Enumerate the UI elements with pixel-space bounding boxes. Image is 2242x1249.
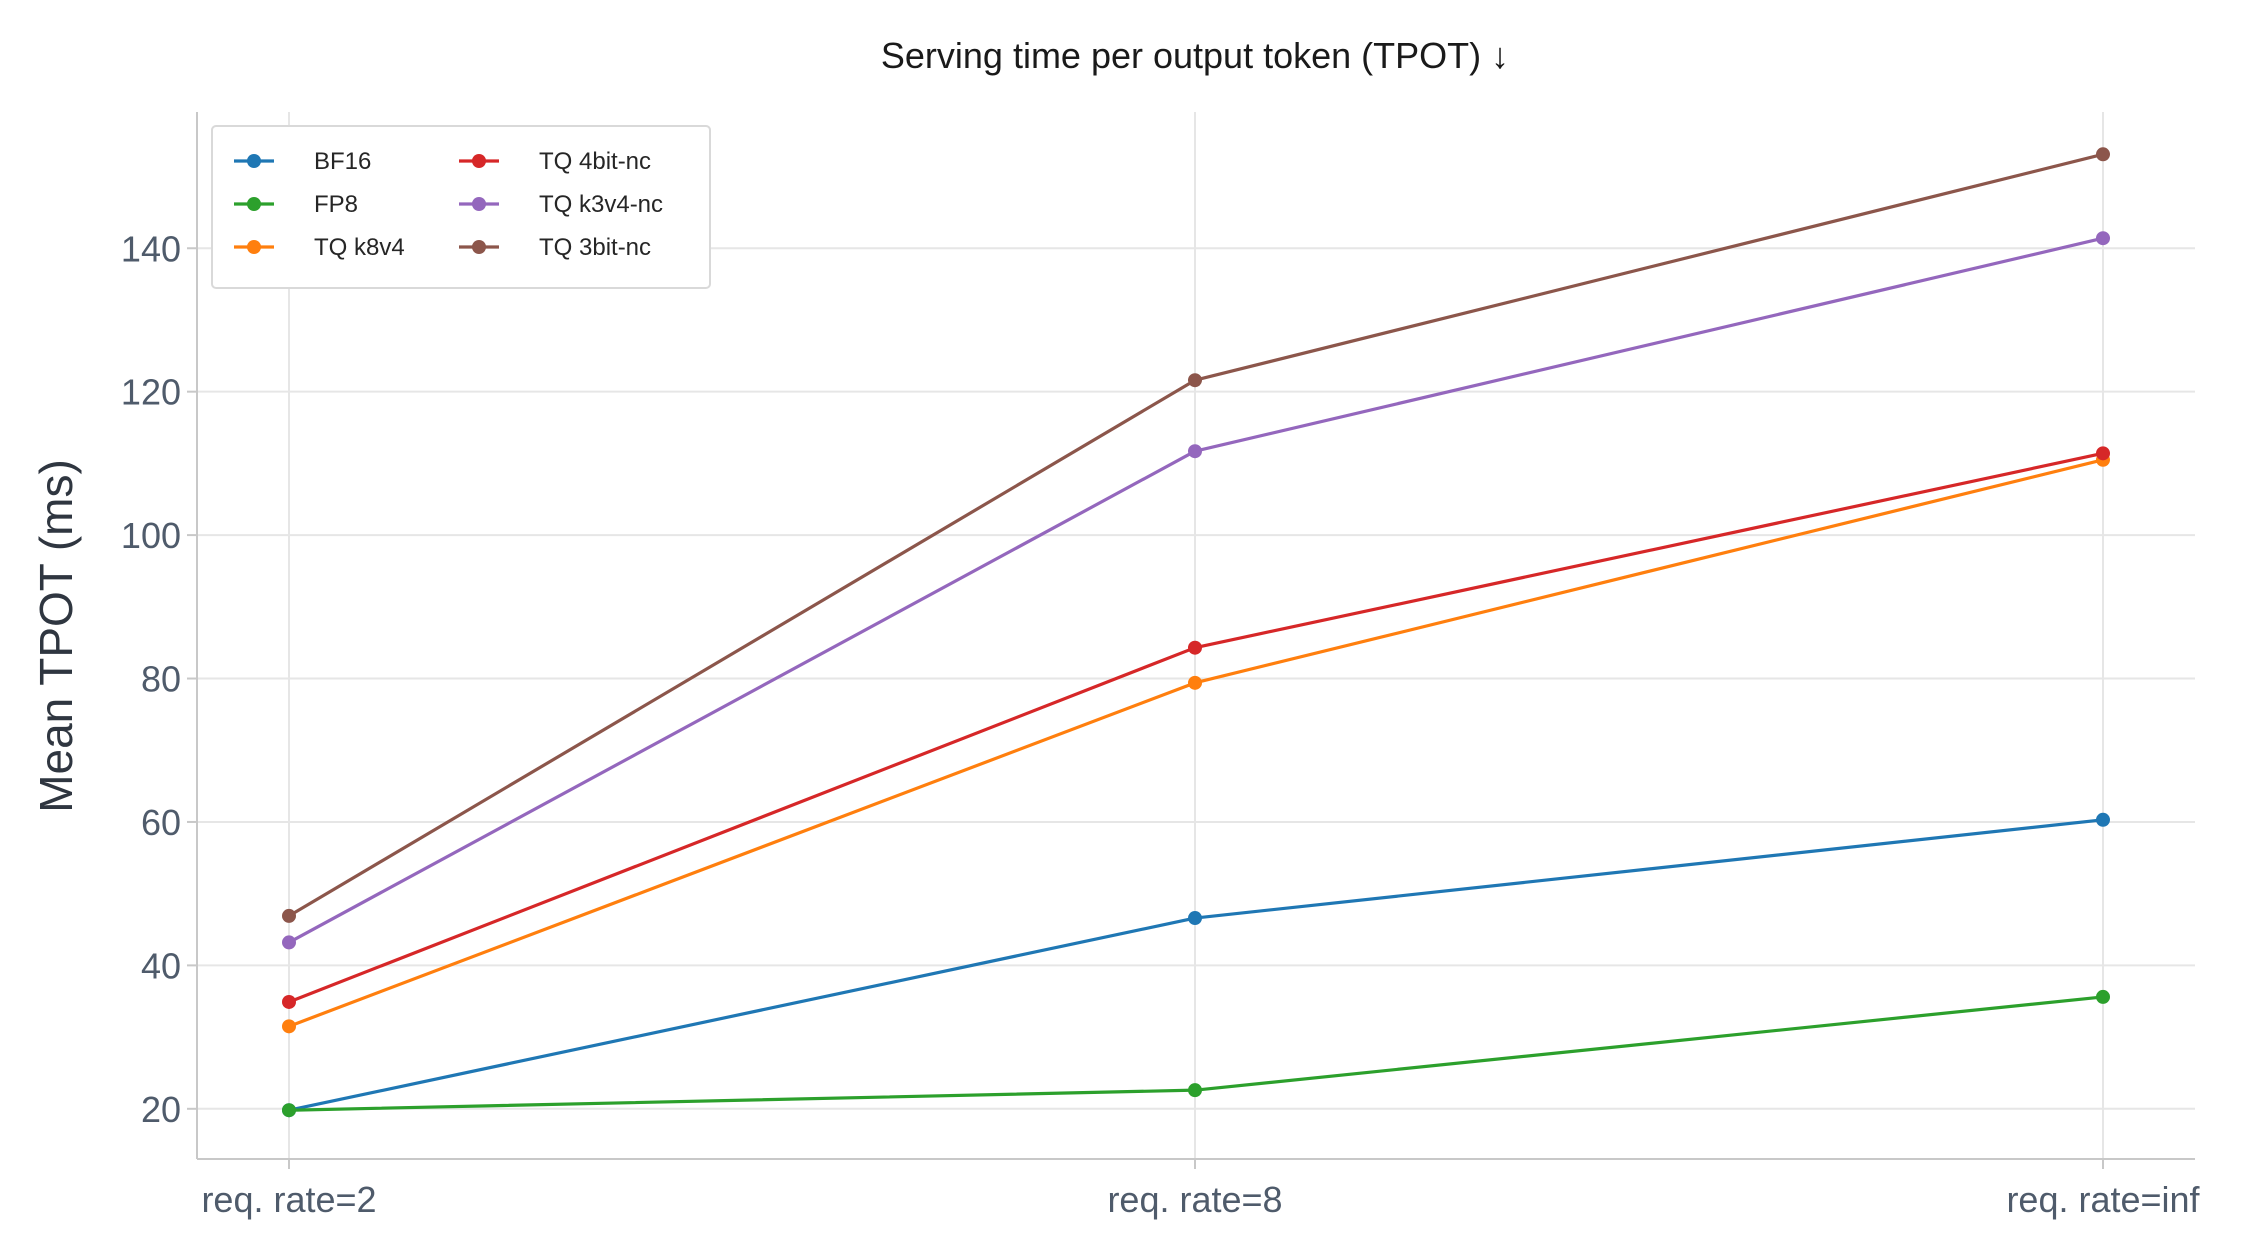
series-layer <box>282 147 2110 1118</box>
series-fp8 <box>282 989 2110 1118</box>
data-point <box>1188 911 1202 926</box>
legend-marker <box>472 197 486 211</box>
data-point <box>1188 675 1202 690</box>
axes <box>187 112 2195 1169</box>
x-tick-label: req. rate=inf <box>2006 1179 2200 1220</box>
y-tick-label: 120 <box>121 372 181 413</box>
data-point <box>2096 231 2110 246</box>
series-tq-k3v4-nc <box>282 231 2110 950</box>
data-point <box>2096 989 2110 1004</box>
legend-label: FP8 <box>314 191 358 218</box>
data-point <box>1188 1083 1202 1098</box>
legend-item: TQ 3bit-nc <box>459 234 651 261</box>
legend-item: BF16 <box>234 148 371 175</box>
legend-marker <box>472 154 486 168</box>
legend-item: TQ 4bit-nc <box>459 148 651 175</box>
y-tick-label: 60 <box>141 802 181 843</box>
legend-item: FP8 <box>234 191 358 218</box>
legend-marker <box>247 197 261 211</box>
y-axis-label: Mean TPOT (ms) <box>30 459 82 813</box>
legend-marker <box>472 240 486 254</box>
y-tick-label: 140 <box>121 228 181 269</box>
y-tick-label: 80 <box>141 659 181 700</box>
data-point <box>282 1103 296 1118</box>
data-point <box>1188 444 1202 459</box>
data-point <box>2096 812 2110 827</box>
y-tick-label: 100 <box>121 515 181 556</box>
legend-marker <box>247 240 261 254</box>
legend-label: TQ 4bit-nc <box>539 148 651 175</box>
data-point <box>2096 147 2110 162</box>
legend-item: TQ k8v4 <box>234 234 405 261</box>
x-tick-label: req. rate=8 <box>1107 1179 1282 1220</box>
y-tick-label: 20 <box>141 1089 181 1130</box>
data-point <box>282 908 296 923</box>
legend-marker <box>247 154 261 168</box>
x-tick-label: req. rate=2 <box>201 1179 376 1220</box>
y-tick-label: 40 <box>141 945 181 986</box>
data-point <box>1188 640 1202 655</box>
tick-labels: 20 40 60 80 100 120 140 req. rate=2 req. rate=8 r… <box>121 228 2201 1220</box>
legend-label: TQ 3bit-nc <box>539 234 651 261</box>
series-tq-k8v4 <box>282 452 2110 1034</box>
series-tq-4bit-nc <box>282 446 2110 1009</box>
legend-item: TQ k3v4-nc <box>459 191 663 218</box>
chart-title: Serving time per output token (TPOT) ↓ <box>881 35 1509 76</box>
legend-box <box>211 125 711 289</box>
data-point <box>1188 373 1202 388</box>
data-point <box>2096 446 2110 461</box>
data-point <box>282 994 296 1009</box>
legend-label: TQ k8v4 <box>314 234 405 261</box>
data-point <box>282 935 296 950</box>
legend-label: BF16 <box>314 148 371 175</box>
series-tq-3bit-nc <box>282 147 2110 923</box>
legend: BF16 FP8 TQ k8v4 TQ 4bit-nc TQ k3v4-nc TQ 3bi… <box>211 125 711 289</box>
data-point <box>282 1019 296 1034</box>
legend-label: TQ k3v4-nc <box>539 191 663 218</box>
